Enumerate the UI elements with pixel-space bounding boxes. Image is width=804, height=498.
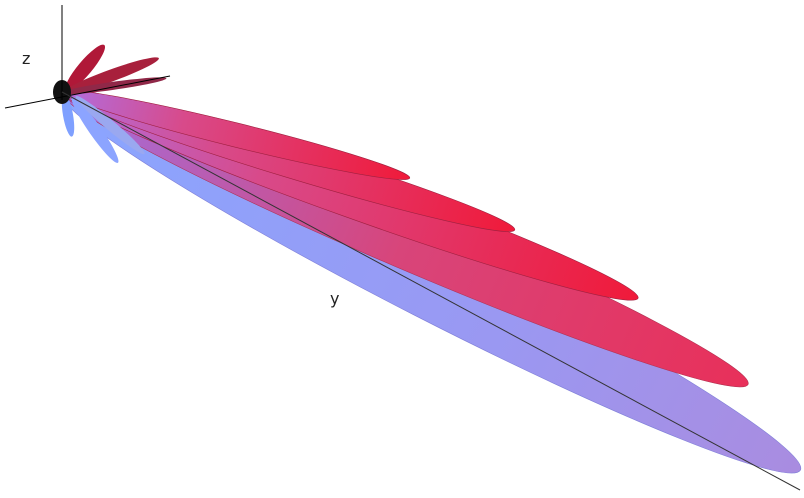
z-label: z	[22, 49, 30, 68]
side-lobe	[61, 57, 159, 95]
x-axis	[4, 75, 171, 109]
side-lobe	[71, 97, 119, 163]
side-lobe	[61, 93, 75, 137]
y-label: y	[330, 289, 339, 308]
side-lobe	[64, 44, 106, 92]
side-lobe	[75, 95, 145, 155]
y-axis	[61, 91, 801, 491]
